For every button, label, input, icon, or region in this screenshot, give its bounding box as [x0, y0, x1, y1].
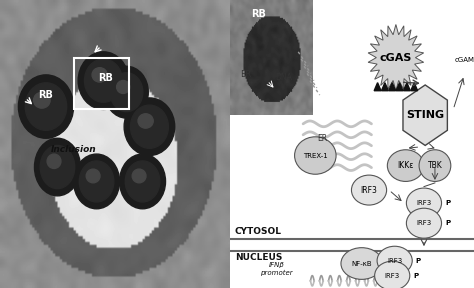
Text: RB: RB [252, 9, 266, 19]
Ellipse shape [47, 154, 61, 168]
Ellipse shape [78, 52, 129, 109]
Ellipse shape [110, 73, 143, 112]
Ellipse shape [92, 68, 107, 82]
Polygon shape [403, 85, 447, 145]
Ellipse shape [105, 66, 148, 118]
Ellipse shape [374, 261, 410, 288]
Ellipse shape [40, 145, 75, 189]
Ellipse shape [86, 169, 100, 183]
Polygon shape [389, 83, 396, 91]
Text: NUCLEUS: NUCLEUS [235, 253, 282, 262]
Text: RB: RB [38, 90, 54, 100]
Text: STING: STING [406, 110, 444, 120]
Polygon shape [382, 83, 388, 91]
Ellipse shape [117, 80, 130, 93]
Text: cGAMP: cGAMP [455, 58, 474, 63]
Ellipse shape [419, 150, 451, 181]
Ellipse shape [73, 154, 119, 209]
Text: IRF3: IRF3 [384, 273, 400, 278]
Ellipse shape [406, 188, 442, 218]
Text: ER: ER [318, 134, 328, 143]
Ellipse shape [119, 154, 165, 209]
Text: CYTOSOL: CYTOSOL [235, 227, 282, 236]
Ellipse shape [84, 59, 122, 102]
Text: cGAS: cGAS [380, 53, 412, 62]
Ellipse shape [406, 208, 442, 238]
Ellipse shape [132, 169, 146, 183]
Ellipse shape [351, 175, 387, 205]
Ellipse shape [130, 105, 168, 148]
Ellipse shape [25, 83, 67, 130]
Ellipse shape [18, 75, 73, 138]
Text: IRF3: IRF3 [416, 220, 432, 226]
Text: TREX-1: TREX-1 [303, 153, 328, 158]
Polygon shape [411, 83, 418, 91]
Ellipse shape [35, 138, 81, 196]
Text: P: P [413, 273, 419, 278]
Text: DNA: DNA [275, 73, 292, 82]
Polygon shape [396, 83, 403, 91]
Ellipse shape [124, 98, 175, 156]
Ellipse shape [341, 248, 383, 279]
Text: P: P [445, 220, 450, 226]
Text: Inclusion: Inclusion [51, 145, 96, 154]
Ellipse shape [387, 150, 424, 181]
Polygon shape [403, 83, 410, 91]
Polygon shape [374, 83, 381, 91]
Text: IRF3: IRF3 [416, 200, 432, 206]
Ellipse shape [34, 92, 50, 108]
Ellipse shape [377, 246, 412, 275]
Bar [73, 58, 129, 109]
Text: P: P [445, 200, 450, 206]
Text: NF-κB: NF-κB [351, 261, 372, 266]
Text: IRF3: IRF3 [361, 185, 377, 195]
Text: TBK: TBK [428, 161, 442, 170]
Ellipse shape [294, 137, 336, 174]
Text: IRF3: IRF3 [387, 258, 402, 264]
Text: ER: ER [240, 70, 251, 79]
Polygon shape [368, 24, 424, 91]
Text: IFNβ
promoter: IFNβ promoter [260, 262, 292, 276]
Text: IKKε: IKKε [398, 161, 414, 170]
Ellipse shape [125, 161, 160, 202]
Text: RB: RB [98, 73, 113, 83]
Text: P: P [416, 258, 421, 264]
Ellipse shape [138, 114, 153, 128]
Ellipse shape [79, 161, 114, 202]
